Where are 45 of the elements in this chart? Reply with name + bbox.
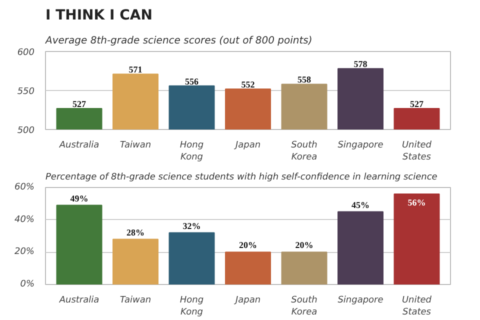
x-tick-label: South Korea — [291, 140, 318, 162]
x-tick-label: Hong Kong — [180, 296, 204, 318]
x-tick-label: Singapore — [338, 296, 384, 306]
data-label: 56% — [408, 198, 426, 208]
x-tick-label: Australia — [58, 296, 100, 306]
data-label: 32% — [182, 220, 201, 231]
x-tick-label: Hong Kong — [180, 140, 204, 162]
x-tick-label: South Korea — [291, 296, 318, 318]
y-tick-label: 60% — [14, 182, 35, 192]
data-label: 45% — [352, 200, 370, 210]
x-tick-label: Japan — [233, 140, 261, 150]
data-label: 558 — [298, 74, 312, 85]
data-label: 527 — [72, 98, 86, 109]
data-label: 527 — [410, 98, 424, 109]
y-tick-label: 20% — [14, 247, 35, 258]
chart-subtitle: Average 8th-grade science scores (out of 800 points) — [44, 36, 312, 46]
y-tick-label: 500 — [17, 126, 35, 136]
chart-title: I THINK I CAN — [46, 8, 152, 24]
chart-title: Percentage of 8th-grade science students with high self-confidence in learning science — [46, 172, 438, 182]
x-tick-label: Singapore — [338, 140, 384, 150]
data-label: 578 — [354, 59, 368, 70]
bar — [56, 204, 102, 284]
y-tick-label: 0% — [20, 280, 35, 290]
bar — [394, 193, 440, 284]
bar — [168, 232, 215, 284]
data-label: 20% — [239, 240, 257, 250]
bar — [225, 252, 271, 284]
data-label: 556 — [185, 76, 199, 86]
data-label: 28% — [126, 227, 144, 238]
x-tick-label: United States — [402, 296, 432, 318]
y-tick-label: 550 — [17, 87, 35, 97]
data-label: 20% — [295, 240, 314, 250]
y-tick-label: 40% — [14, 214, 35, 225]
data-label: 571 — [128, 64, 143, 75]
x-tick-label: Taiwan — [120, 296, 152, 306]
x-tick-label: Australia — [58, 140, 100, 150]
bar — [281, 252, 328, 284]
x-tick-label: Japan — [233, 296, 261, 306]
x-tick-label: Taiwan — [120, 140, 152, 150]
bar — [112, 238, 158, 284]
y-tick-label: 600 — [17, 48, 35, 58]
bar — [338, 211, 384, 284]
data-label: 552 — [241, 79, 256, 90]
x-tick-label: United States — [402, 140, 432, 162]
data-label: 49% — [70, 193, 88, 204]
